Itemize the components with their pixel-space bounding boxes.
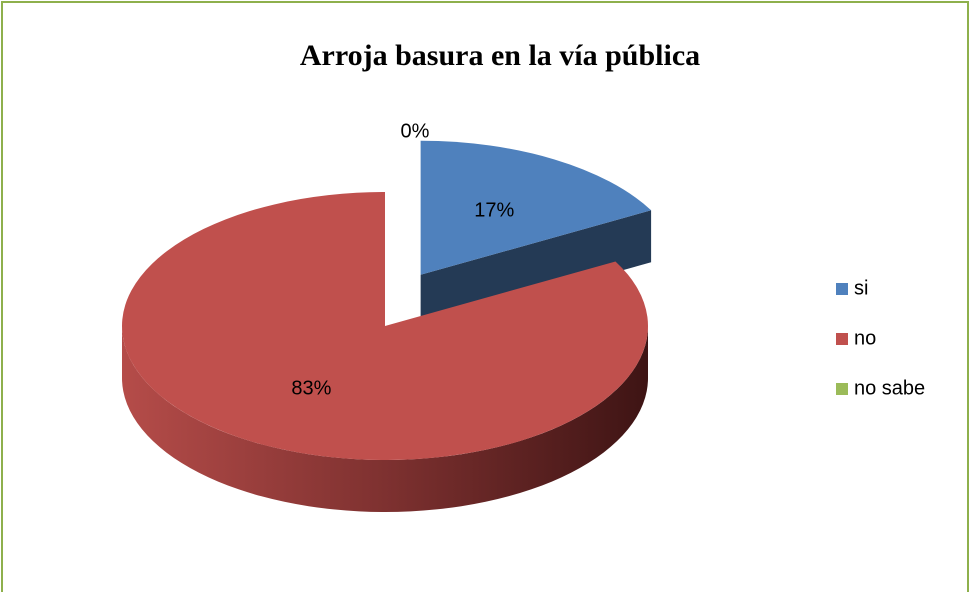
legend-swatch: [836, 283, 848, 295]
data-label: 0%: [401, 120, 430, 142]
legend-swatch: [836, 383, 848, 395]
slice-wall: [420, 210, 652, 327]
legend-swatch: [836, 333, 848, 345]
chart-title: Arroja basura en la vía pública: [300, 39, 700, 72]
legend-label: si: [854, 277, 868, 299]
slice-top: [122, 192, 649, 460]
data-label: 83%: [291, 378, 331, 400]
slice-side: [122, 326, 648, 512]
pie-slice: [420, 140, 652, 327]
legend-label: no: [854, 327, 876, 349]
data-label: 17%: [474, 200, 514, 222]
pie-slice: [122, 192, 649, 512]
slice-top: [420, 140, 652, 275]
legend-label: no sabe: [854, 377, 925, 399]
